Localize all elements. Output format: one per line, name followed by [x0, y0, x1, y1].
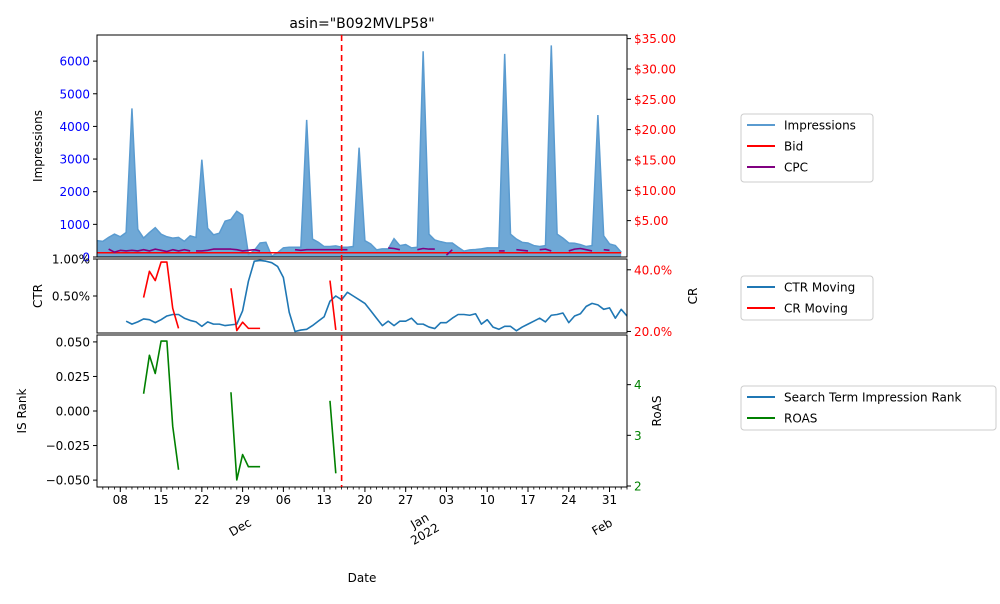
- left-tick-label-top: 1000: [59, 218, 90, 232]
- right-tick-label-bottom: 4: [634, 378, 642, 392]
- cpc-line-2: [294, 248, 348, 252]
- x-tick-label: 08: [113, 493, 128, 507]
- x-tick-label: 22: [194, 493, 209, 507]
- x-tick-label: 15: [153, 493, 168, 507]
- roas-line-0: [142, 340, 180, 470]
- cpc-line-5: [445, 249, 453, 256]
- x-tick-label: 10: [480, 493, 495, 507]
- left-tick-label-bottom: 0.050: [56, 335, 90, 349]
- right-tick-label-top: $10.00: [634, 184, 676, 198]
- cpc-line-1: [196, 248, 261, 252]
- left-tick-label-top: 4000: [59, 120, 90, 134]
- x-tick-label: 31: [602, 493, 617, 507]
- legend-label: CR Moving: [784, 302, 848, 316]
- plot-layer: 0 1000 2000 3000 4000 5000 6000 $5.00 $10.00 $15.…: [15, 32, 997, 548]
- right-tick-label-bottom: 2: [634, 479, 642, 493]
- legend-label: CTR Moving: [784, 281, 855, 295]
- right-tick-label-top: $35.00: [634, 32, 676, 46]
- cr-moving-line-2: [329, 280, 337, 331]
- x-month-label: Feb: [589, 515, 614, 538]
- x-tick-label: 24: [561, 493, 576, 507]
- left-tick-label-top: 2000: [59, 185, 90, 199]
- legend-label: Impressions: [784, 119, 856, 133]
- legend-label: Search Term Impression Rank: [784, 391, 961, 405]
- right-tick-label-bottom: 3: [634, 429, 642, 443]
- right-tick-label-middle: 20.0%: [634, 325, 672, 339]
- left-tick-label-bottom: 0.025: [56, 370, 90, 384]
- left-axis-label-middle: CTR: [31, 284, 45, 308]
- right-axis-label-bottom: RoAS: [650, 396, 664, 427]
- left-tick-label-top: 6000: [59, 55, 90, 69]
- panel-middle: [93, 258, 874, 334]
- panel-bottom: [93, 334, 997, 488]
- roas-line-2: [329, 400, 337, 474]
- x-tick-label: 17: [520, 493, 535, 507]
- legend-box: [740, 385, 997, 431]
- x-tick-label: 29: [235, 493, 250, 507]
- right-tick-label-top: $20.00: [634, 123, 676, 137]
- legend-bottom: [740, 385, 997, 431]
- cpc-line-10: [603, 248, 610, 252]
- legend-box: [740, 113, 874, 183]
- left-tick-label-top: 5000: [59, 87, 90, 101]
- left-tick-label-middle: 0.50%: [52, 290, 90, 304]
- chart-title: asin="B092MVLP58": [289, 16, 434, 32]
- x-axis-label: Date: [348, 571, 377, 585]
- left-tick-label-bottom: −0.050: [46, 474, 90, 488]
- cpc-line-0: [108, 248, 191, 253]
- left-tick-label-bottom: −0.025: [46, 439, 90, 453]
- left-tick-label-top: 0: [82, 251, 90, 265]
- impressions-line: [96, 45, 622, 258]
- cr-moving-line-0: [142, 261, 180, 329]
- panel-frame-bottom: [96, 334, 628, 488]
- legend-label: Bid: [784, 140, 803, 154]
- left-tick-label-top: 3000: [59, 153, 90, 167]
- left-axis-label-bottom: IS Rank: [15, 388, 29, 433]
- panel-top: [93, 34, 874, 258]
- cpc-line-3: [388, 247, 401, 251]
- right-tick-label-top: $5.00: [634, 214, 668, 228]
- ctr-moving-line-0: [125, 259, 628, 333]
- right-tick-label-top: $25.00: [634, 93, 676, 107]
- cpc-line-4: [417, 247, 435, 251]
- panel-frame-top: [96, 34, 628, 258]
- left-tick-label-bottom: 0.000: [56, 405, 90, 419]
- legend-label: CPC: [784, 161, 808, 175]
- cpc-line-7: [516, 248, 529, 252]
- x-tick-label: 13: [317, 493, 332, 507]
- right-tick-label-middle: 40.0%: [634, 263, 672, 277]
- right-tick-label-top: $30.00: [634, 62, 676, 76]
- x-tick-label: 06: [276, 493, 291, 507]
- x-month-label: Jan2022: [401, 508, 441, 548]
- x-tick-label: 20: [357, 493, 372, 507]
- right-tick-label-top: $15.00: [634, 153, 676, 167]
- cpc-line-9: [568, 247, 593, 252]
- legend-label: ROAS: [784, 412, 817, 426]
- x-month-label: Dec: [227, 515, 254, 539]
- legend-middle: [740, 275, 874, 321]
- x-tick-label: 27: [398, 493, 413, 507]
- legend-top: [740, 113, 874, 183]
- cpc-line-8: [539, 248, 552, 252]
- left-axis-label-top: Impressions: [31, 110, 45, 182]
- cr-moving-line-1: [230, 288, 261, 332]
- right-axis-label-middle: CR: [686, 288, 700, 305]
- left-tick-label-middle: 1.00%: [52, 253, 90, 267]
- roas-line-1: [230, 392, 261, 481]
- x-tick-label: 03: [439, 493, 454, 507]
